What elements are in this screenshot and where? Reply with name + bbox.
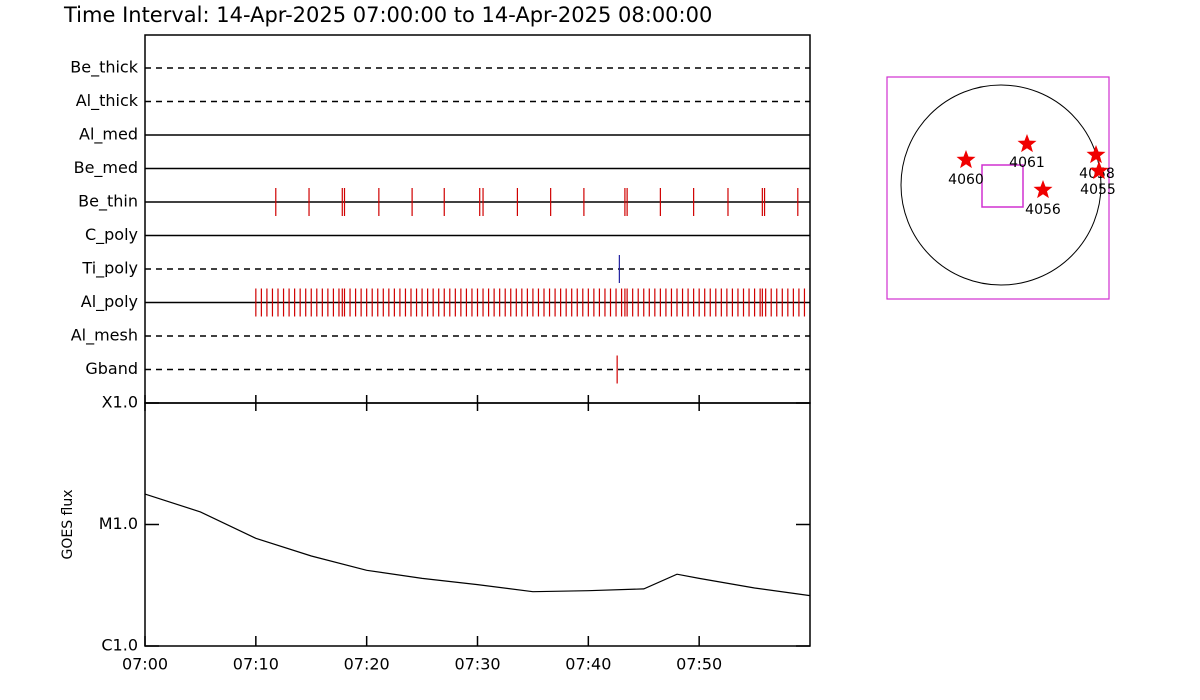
region-label: 4055 <box>1080 182 1116 198</box>
x-tick-label: 07:20 <box>344 655 390 674</box>
region-label: 4056 <box>1025 202 1061 218</box>
row-label: Be_thick <box>70 58 138 78</box>
x-tick-label: 07:00 <box>122 655 168 674</box>
y-tick-label: X1.0 <box>102 393 138 412</box>
x-tick-label: 07:40 <box>565 655 611 674</box>
field-of-view <box>981 164 1024 208</box>
row-label: Ti_poly <box>81 259 138 279</box>
row-label: Al_poly <box>81 292 138 312</box>
region-marker <box>956 150 976 169</box>
row-label: Al_thick <box>76 91 139 111</box>
chart-title: Time Interval: 14-Apr-2025 07:00:00 to 1… <box>63 3 712 27</box>
goes-frame <box>144 402 811 647</box>
x-tick-label: 07:50 <box>676 655 722 674</box>
row-label: Gband <box>85 359 138 378</box>
row-label: Al_mesh <box>71 326 138 346</box>
y-tick-label: M1.0 <box>99 514 138 533</box>
solar-disk <box>900 84 1102 286</box>
timeline-frame <box>144 34 811 404</box>
y-axis-label: GOES flux <box>60 489 76 559</box>
row-label: C_poly <box>85 225 138 245</box>
row-label: Be_med <box>74 158 138 178</box>
region-marker <box>1017 134 1037 153</box>
y-tick-label: C1.0 <box>101 636 138 655</box>
row-label: Al_med <box>79 125 138 145</box>
row-label: Be_thin <box>78 192 138 212</box>
x-tick-label: 07:30 <box>454 655 500 674</box>
x-tick-label: 07:10 <box>233 655 279 674</box>
region-marker <box>1086 145 1106 164</box>
map-frame <box>886 76 1110 300</box>
region-marker <box>1089 161 1109 180</box>
region-marker <box>1033 180 1053 199</box>
goes-curve <box>144 493 811 597</box>
region-label: 4060 <box>948 172 984 188</box>
region-label: 4061 <box>1009 155 1045 171</box>
